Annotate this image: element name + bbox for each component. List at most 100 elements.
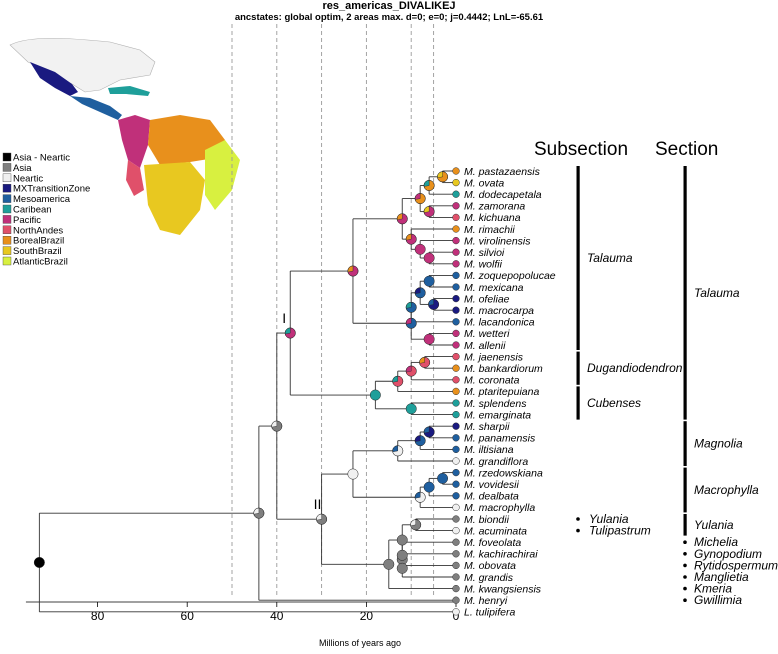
- tip-label-m-coronata: M. coronata: [464, 375, 520, 387]
- node-pie-outline-n15: [347, 265, 359, 277]
- legend-label-asia: Asia: [13, 163, 32, 174]
- tip-label-m-ofeliae: M. ofeliae: [464, 293, 510, 305]
- node-pie-n05: [423, 252, 435, 264]
- section-label-gwillimia: Gwillimia: [694, 593, 742, 607]
- chart-subtitle: ancstates: global optim, 2 areas max. d=…: [235, 12, 544, 23]
- section-bar-talauma: [683, 166, 687, 420]
- tree-branches: [38, 170, 456, 613]
- node-pie-outline-n01: [437, 171, 449, 183]
- tip-label-m-dealbata: M. dealbata: [464, 491, 519, 503]
- legend-label-asia-neartic: Asia - Neartic: [13, 153, 70, 164]
- tip-label-m-dodecapetala: M. dodecapetala: [464, 189, 542, 201]
- legend-swatch-borealbrazil: [2, 235, 12, 245]
- tip-dot-m-allenii: [452, 341, 460, 349]
- tip-label-m-acuminata: M. acuminata: [464, 525, 527, 537]
- legend-swatch-asia-neartic: [2, 152, 12, 162]
- node-pie-n18: [392, 375, 404, 387]
- node-pie-n10: [428, 298, 440, 310]
- tip-dot-m-panamensis: [452, 434, 460, 442]
- section-bullet-manglietia: [683, 575, 687, 579]
- node-pie-n35: [316, 513, 328, 525]
- node-pie-outline-n16: [419, 356, 431, 368]
- subsection-label-yulania: Yulania: [589, 512, 629, 526]
- node-pie-n21: [284, 327, 296, 339]
- tip-label-m-macrophylla: M. macrophylla: [464, 502, 535, 514]
- tip-dot-m-sharpii: [452, 422, 460, 430]
- map-pacific: [118, 115, 150, 168]
- node-pie-root: [33, 557, 45, 568]
- tip-label-m-foveolata: M. foveolata: [464, 537, 521, 549]
- tip-label-m-rimachii: M. rimachii: [464, 224, 515, 236]
- tip-dot-m-iltisiana: [452, 445, 460, 454]
- tip-dot-m-kichuana: [452, 213, 460, 222]
- node-pie-outline-n04: [414, 193, 426, 205]
- legend-label-pacific: Pacific: [13, 215, 41, 226]
- tip-dot-m-rzedowskiana: [452, 468, 460, 477]
- tip-dot-m-lacandonica: [452, 318, 460, 326]
- legend-swatch-asia: [2, 163, 12, 172]
- node-pie-n34: [383, 558, 395, 570]
- tip-label-m-grandis: M. grandis: [464, 572, 514, 584]
- node-pie-n01: [437, 171, 449, 183]
- node-pie-n33: [396, 534, 408, 546]
- node-pie-n13: [423, 333, 435, 345]
- legend-label-borealbrazil: BorealBrazil: [13, 236, 64, 247]
- area-legend: Asia - NearticAsiaNearticMXTransitionZon…: [2, 152, 90, 268]
- tip-dot-m-wolfii: [452, 260, 460, 268]
- tip-label-m-zoquepopolucae: M. zoquepopolucae: [464, 270, 556, 282]
- x-tick-label-0: 0: [453, 609, 460, 623]
- tip-label-m-virolinensis: M. virolinensis: [464, 235, 531, 247]
- tip-label-m-henryi: M. henryi: [464, 595, 508, 607]
- tip-dot-m-emarginata: [452, 410, 460, 419]
- map-caribbean: [108, 86, 150, 96]
- node-pie-n03: [423, 206, 435, 218]
- tip-dot-m-kachirachirai: [452, 550, 460, 558]
- tip-label-m-splendens: M. splendens: [464, 398, 527, 410]
- tip-dot-m-kwangsiensis: [452, 584, 460, 593]
- tip-state-dots: [452, 167, 460, 616]
- map-north-andes: [126, 160, 144, 196]
- tip-label-m-wolfii: M. wolfii: [464, 259, 503, 271]
- tip-dot-m-biondii: [452, 515, 460, 523]
- map-north-america: [9, 37, 156, 93]
- section-bullet-michelia: [683, 540, 687, 544]
- tip-dot-m-acuminata: [452, 526, 460, 535]
- node-pie-outline-n21: [284, 327, 296, 339]
- tip-dot-m-silvioi: [452, 248, 460, 256]
- x-tick-label-20: 20: [360, 609, 374, 623]
- section-label-manglietia: Manglietia: [694, 570, 749, 584]
- subsection-label-dugandiodendron: Dugandiodendron: [587, 361, 683, 375]
- section-label-yulania: Yulania: [694, 518, 734, 532]
- map-south-brazil: [144, 162, 205, 235]
- tip-dot-m-dealbata: [452, 492, 460, 500]
- tip-dot-m-grandis: [452, 573, 460, 581]
- tip-label-m-lacandonica: M. lacandonica: [464, 317, 535, 329]
- subsection-label-tulipastrum: Tulipastrum: [589, 524, 651, 538]
- tip-dot-m-jaenensis: [452, 352, 460, 361]
- tip-label-m-grandiflora: M. grandiflora: [464, 456, 528, 468]
- node-pie-n22: [423, 426, 435, 438]
- subsection-bullet-tulipastrum: [576, 528, 580, 533]
- legend-label-southbrazil: SouthBrazil: [13, 246, 62, 257]
- section-label-kmeria: Kmeria: [694, 582, 732, 596]
- node-pie-n27: [414, 491, 426, 503]
- node-pie-n19: [405, 403, 417, 415]
- node-pie-n29: [410, 519, 422, 531]
- tip-label-m-rzedowskiana: M. rzedowskiana: [464, 467, 543, 479]
- tip-label-m-vovidesii: M. vovidesii: [464, 479, 520, 491]
- tip-label-m-sharpii: M. sharpii: [464, 421, 510, 433]
- tip-label-m-mexicana: M. mexicana: [464, 282, 524, 294]
- node-pie-outline-n37: [253, 507, 265, 519]
- node-pie-n06: [414, 243, 426, 255]
- tip-label-l-tulipifera: L. tulipifera: [464, 607, 516, 619]
- subsection-label-talauma: Talauma: [587, 251, 633, 265]
- legend-label-mxtransitionzone: MXTransitionZone: [13, 184, 90, 195]
- subsection-bar-cubenses: [576, 386, 580, 420]
- node-pie-outline-n11: [414, 287, 426, 299]
- node-pie-outline-n03: [423, 206, 435, 218]
- tip-dot-m-coronata: [452, 376, 460, 384]
- section-bullet-rytidospermum: [683, 563, 687, 568]
- tip-dot-m-ofeliae: [452, 294, 460, 303]
- x-axis-label: Millions of years ago: [319, 638, 401, 648]
